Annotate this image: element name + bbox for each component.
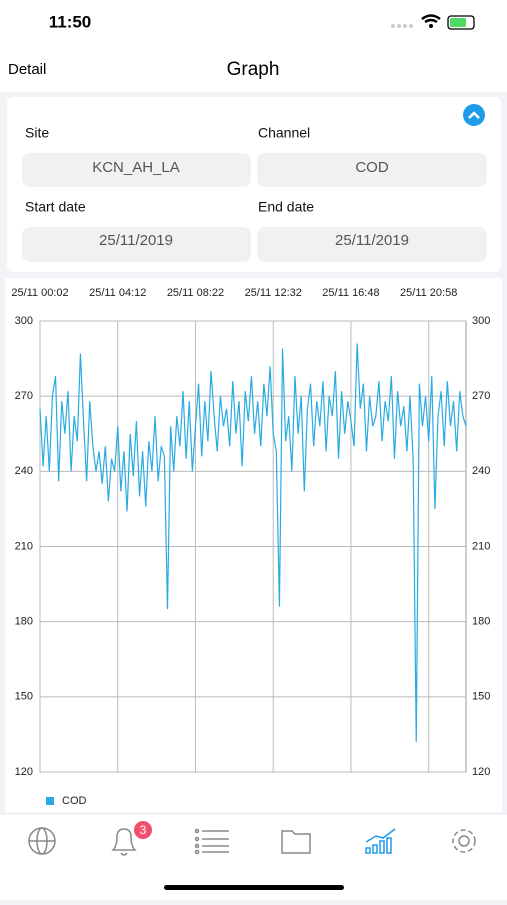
- channel-field[interactable]: [257, 153, 487, 187]
- legend-label: COD: [62, 795, 87, 807]
- field-label: Start date: [25, 199, 86, 215]
- tab-graph[interactable]: [365, 828, 396, 854]
- start-date-field[interactable]: [22, 227, 251, 262]
- home-indicator: [164, 885, 344, 890]
- field-value: 25/11/2019: [99, 232, 173, 249]
- x-tick-label: 25/11 16:48: [322, 287, 379, 299]
- battery-level: [450, 18, 466, 27]
- field-label: End date: [258, 199, 314, 215]
- tab-settings[interactable]: [452, 829, 476, 853]
- tab-list[interactable]: [194, 828, 230, 855]
- x-tick-label: 25/11 04:12: [89, 287, 146, 299]
- wifi: [421, 14, 441, 24]
- y2-tick-label: 120: [472, 766, 490, 778]
- status-time: 11:50: [49, 12, 92, 31]
- x-tick-label: 25/11 12:32: [245, 287, 302, 299]
- y2-tick-label: 300: [472, 315, 490, 327]
- legend-swatch: [46, 797, 54, 805]
- y2-tick-label: 150: [472, 691, 490, 703]
- field-value: 25/11/2019: [335, 232, 409, 249]
- tab-globe[interactable]: [28, 827, 56, 855]
- field-label: Channel: [258, 125, 310, 141]
- x-tick-label: 25/11 08:22: [167, 287, 224, 299]
- y2-tick-label: 270: [472, 390, 490, 402]
- y-tick-label: 210: [15, 540, 33, 552]
- y2-tick-label: 180: [472, 616, 490, 628]
- y-tick-label: 150: [15, 691, 33, 703]
- data-line: [39, 343, 467, 742]
- y-tick-label: 180: [15, 616, 33, 628]
- field-value: COD: [355, 159, 389, 176]
- tab-alerts[interactable]: [111, 828, 137, 856]
- battery: [447, 15, 475, 30]
- y-tick-label: 120: [15, 766, 33, 778]
- x-tick-label: 25/11 20:58: [400, 287, 457, 299]
- nav-title: Graph: [227, 59, 280, 80]
- y-tick-label: 270: [15, 390, 33, 402]
- y-tick-label: 240: [15, 465, 33, 477]
- end-date-field[interactable]: [257, 227, 487, 262]
- y2-tick-label: 240: [472, 465, 490, 477]
- tab-files[interactable]: [281, 830, 311, 854]
- y2-tick-label: 210: [472, 540, 490, 552]
- wifi-dot: [429, 24, 433, 28]
- badge: [134, 821, 152, 839]
- field-label: Site: [25, 125, 49, 141]
- header: [0, 0, 507, 92]
- collapse-button[interactable]: [463, 104, 485, 126]
- badge-count: 3: [140, 823, 147, 837]
- site-field[interactable]: [22, 153, 251, 187]
- y-tick-label: 300: [15, 315, 33, 327]
- signal: [391, 24, 413, 28]
- chevron: [468, 111, 480, 119]
- chart-card: [5, 278, 502, 812]
- chart: 120 120 150 150 180 180 210 210 240 240 270 270 300 3…: [11, 287, 490, 807]
- x-tick-label: 25/11 00:02: [11, 287, 68, 299]
- back-button[interactable]: Detail: [8, 61, 46, 78]
- field-value: KCN_AH_LA: [92, 159, 180, 176]
